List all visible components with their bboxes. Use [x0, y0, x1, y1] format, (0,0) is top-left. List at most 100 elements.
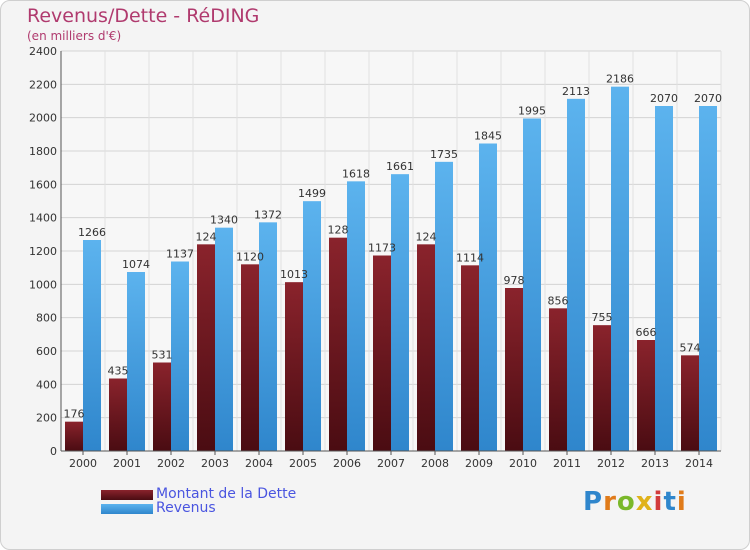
bar-debt	[417, 244, 435, 451]
bar-debt	[373, 255, 391, 451]
y-tick-label: 400	[36, 378, 57, 391]
x-tick-label: 2005	[289, 457, 317, 470]
bar-revenue	[171, 261, 189, 451]
y-tick-label: 2000	[29, 112, 57, 125]
logo-letter: x	[635, 487, 654, 517]
x-tick-label: 2013	[641, 457, 669, 470]
data-label-revenue: 1661	[386, 160, 414, 173]
data-label-debt: 1173	[368, 242, 396, 255]
y-tick-label: 1200	[29, 245, 57, 258]
data-label-debt: 1013	[280, 268, 308, 281]
bar-revenue	[479, 143, 497, 451]
bar-debt	[637, 340, 655, 451]
y-tick-label: 2400	[29, 45, 57, 58]
data-label-debt: 124	[196, 230, 217, 243]
logo-letter: r	[603, 487, 617, 517]
bar-revenue	[611, 86, 629, 452]
bar-debt	[329, 237, 347, 451]
legend-swatch-revenue	[101, 504, 153, 514]
data-label-debt: 755	[592, 311, 613, 324]
data-label-debt: 978	[504, 274, 525, 287]
data-label-revenue: 1499	[298, 187, 326, 200]
x-tick-label: 2007	[377, 457, 405, 470]
data-label-debt: 435	[108, 365, 129, 378]
bar-debt	[505, 288, 523, 451]
bar-revenue	[83, 240, 101, 451]
bar-revenue	[303, 201, 321, 451]
bar-revenue	[523, 118, 541, 451]
bar-revenue	[347, 181, 365, 452]
logo-letter: i	[653, 487, 664, 517]
data-label-revenue: 1735	[430, 148, 458, 161]
logo-letter: P	[583, 487, 604, 517]
x-tick-label: 2001	[113, 457, 141, 470]
data-label-debt: 1120	[236, 250, 264, 263]
y-tick-label: 1400	[29, 212, 57, 225]
bar-revenue	[699, 106, 717, 451]
data-label-revenue: 1995	[518, 105, 546, 118]
x-tick-label: 2010	[509, 457, 537, 470]
bar-debt	[593, 325, 611, 451]
x-tick-label: 2009	[465, 457, 493, 470]
data-label-revenue: 2070	[650, 92, 678, 105]
y-tick-label: 1800	[29, 145, 57, 158]
chart-subtitle: (en milliers d'€)	[27, 29, 122, 43]
bar-debt	[197, 244, 215, 451]
bar-revenue	[655, 106, 673, 451]
bar-debt	[65, 421, 83, 451]
data-label-debt: 531	[152, 349, 173, 362]
x-tick-label: 2006	[333, 457, 361, 470]
y-tick-label: 1600	[29, 178, 57, 191]
data-label-debt: 666	[636, 326, 657, 339]
logo-letter: t	[663, 487, 677, 517]
bar-revenue	[127, 272, 145, 451]
y-tick-label: 2200	[29, 78, 57, 91]
x-tick-label: 2008	[421, 457, 449, 470]
x-tick-label: 2004	[245, 457, 273, 470]
data-label-revenue: 2070	[694, 92, 722, 105]
x-tick-label: 2012	[597, 457, 625, 470]
x-tick-label: 2002	[157, 457, 185, 470]
legend-label-revenue: Revenus	[156, 500, 216, 516]
data-label-revenue: 1340	[210, 214, 238, 227]
bar-debt	[461, 265, 479, 451]
data-label-debt: 1114	[456, 251, 484, 264]
data-label-revenue: 1372	[254, 208, 282, 221]
data-label-revenue: 1074	[122, 258, 150, 271]
data-label-debt: 124	[416, 230, 437, 243]
x-tick-label: 2014	[685, 457, 713, 470]
data-label-revenue: 1137	[166, 248, 194, 261]
logo-letter: o	[616, 487, 636, 517]
data-label-debt: 574	[680, 341, 701, 354]
data-label-revenue: 1266	[78, 226, 106, 239]
legend-swatch-debt	[101, 490, 153, 500]
y-tick-label: 0	[50, 445, 57, 458]
bar-debt	[549, 308, 567, 451]
bar-debt	[241, 264, 259, 451]
bar-revenue	[215, 227, 233, 451]
data-label-revenue: 1618	[342, 167, 370, 180]
data-label-revenue: 2186	[606, 73, 634, 86]
bar-revenue	[391, 174, 409, 451]
bar-revenue	[435, 161, 453, 452]
y-tick-label: 200	[36, 412, 57, 425]
bar-debt	[285, 282, 303, 451]
data-label-debt: 176	[64, 408, 85, 421]
y-tick-label: 1000	[29, 278, 57, 291]
y-tick-label: 800	[36, 312, 57, 325]
data-label-revenue: 2113	[562, 85, 590, 98]
chart-title: Revenus/Dette - RéDING	[27, 5, 260, 27]
data-label-debt: 856	[548, 294, 569, 307]
legend-label-debt: Montant de la Dette	[156, 486, 297, 502]
data-label-debt: 128	[328, 224, 349, 237]
bar-debt	[681, 355, 699, 451]
bar-revenue	[567, 98, 585, 451]
y-tick-label: 600	[36, 345, 57, 358]
x-tick-label: 2000	[69, 457, 97, 470]
x-tick-label: 2011	[553, 457, 581, 470]
bar-debt	[153, 362, 171, 451]
proxiti-logo: Proxiti	[583, 487, 687, 517]
logo-letter: i	[676, 487, 687, 517]
